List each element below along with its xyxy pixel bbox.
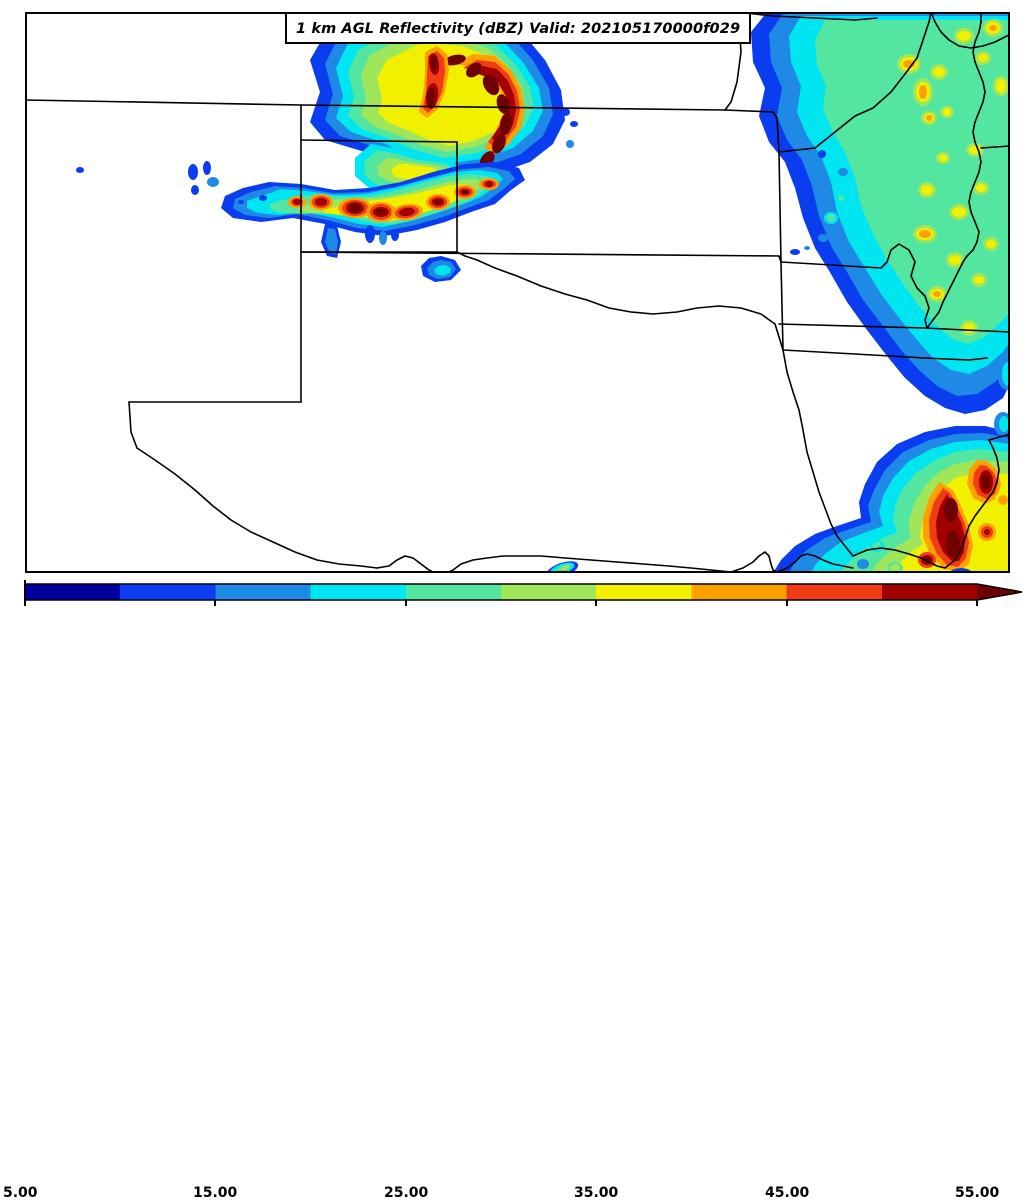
border-louisiana-lakes	[852, 547, 946, 569]
colorbar-ticks	[24, 600, 978, 606]
cbar-extend-max-arrow	[977, 584, 1022, 600]
border-oklahoma-east	[778, 255, 784, 351]
echo-kansas-mcs	[310, 12, 565, 194]
cbar-band-30-35	[501, 584, 597, 600]
echo-small-cells-north	[560, 108, 578, 148]
cbar-band-40-45	[691, 584, 787, 600]
colorbar[interactable]: 5.00 15.00 25.00 35.00 45.00 55.00	[0, 580, 1033, 1201]
cbar-band-25-30	[405, 584, 501, 600]
colorbar-bands	[25, 584, 1022, 600]
coast-texas-gulf	[376, 555, 732, 573]
echo-lower-mississippi	[773, 426, 1010, 573]
colorbar-tick-label-5: 5.00	[3, 1185, 38, 1201]
river-mississippi-lower	[944, 439, 1000, 569]
colorbar-tick-label-35: 35.00	[574, 1185, 619, 1201]
border-mississippi-alabama	[988, 433, 1010, 441]
colorbar-tick-label-15: 15.00	[193, 1185, 238, 1201]
cbar-band-5-10	[25, 584, 121, 600]
echo-far-east	[994, 354, 1010, 436]
cbar-band-50-55	[881, 584, 977, 600]
river-mississippi-upper	[926, 12, 986, 329]
border-texas-east	[782, 349, 854, 557]
border-kansas-missouri	[724, 109, 780, 153]
title-box: 1 km AGL Reflectivity (dBZ) Valid: 20210…	[285, 12, 752, 44]
border-missouri-iowa	[736, 12, 878, 21]
echo-oklahoma-line	[221, 162, 525, 258]
border-tennessee-mississippi	[964, 329, 1010, 333]
echo-missouri-arkansas	[751, 12, 1010, 414]
coast-louisiana	[730, 551, 854, 573]
reflectivity-field	[76, 12, 1010, 573]
radar-map-canvas	[25, 12, 1010, 573]
colorbar-tick-label-25: 25.00	[384, 1185, 429, 1201]
colorbar-tick-label-55: 55.00	[955, 1185, 1000, 1201]
border-colorado	[25, 99, 302, 106]
cbar-band-10-15	[120, 584, 216, 600]
border-missouri-bootheel	[778, 151, 930, 329]
title-text: 1 km AGL Reflectivity (dBZ) Valid: 20210…	[296, 21, 741, 37]
border-newmexico-texas-south	[128, 401, 138, 449]
border-arkansas-louisiana	[782, 349, 988, 361]
radar-map-panel[interactable]	[25, 12, 1010, 573]
border-panhandle-north	[300, 139, 458, 143]
colorbar-canvas	[24, 580, 1023, 606]
echo-small-cluster-oklahoma	[421, 256, 461, 282]
border-nebraska-kansas	[300, 104, 726, 111]
border-oklahoma-texas-red-river	[456, 251, 784, 351]
border-rio-grande	[136, 447, 378, 569]
reflectivity-figure: 1 km AGL Reflectivity (dBZ) Valid: 20210…	[0, 12, 1033, 1201]
border-missouri-east	[778, 12, 932, 153]
cbar-band-35-40	[596, 584, 692, 600]
cbar-band-45-50	[786, 584, 882, 600]
border-illinois-kentucky	[930, 12, 1010, 49]
border-kentucky-tennessee	[980, 145, 1010, 149]
border-missouri-arkansas	[778, 323, 966, 331]
cbar-band-15-20	[215, 584, 311, 600]
cbar-band-20-25	[310, 584, 406, 600]
colorbar-tick-label-45: 45.00	[765, 1185, 810, 1201]
echo-scattered-west	[76, 161, 274, 204]
